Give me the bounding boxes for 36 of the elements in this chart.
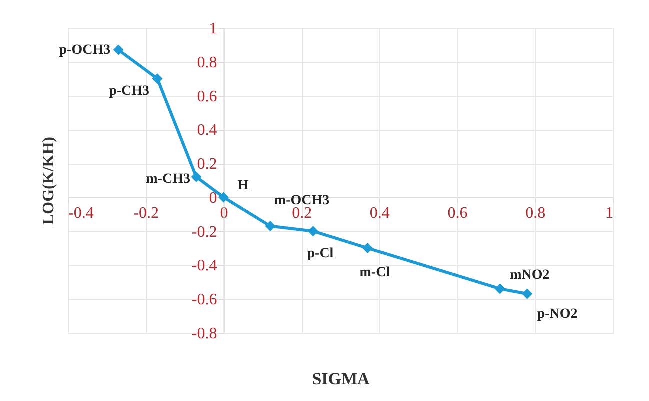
y-tick-label: 0 [209,190,218,207]
x-tick-label: -0.2 [134,204,160,222]
point [218,192,229,203]
annotation: H [238,178,249,194]
y-axis-title: LOG(K/KH) [40,137,58,225]
point [362,243,373,254]
y-tick-label: 0.6 [197,88,218,106]
x-tick-label: 0 [220,204,228,222]
x-tick-label: 0.6 [448,204,468,222]
y-tick-label: -0.2 [192,224,218,241]
point [265,221,276,232]
annotation: p-OCH3 [59,43,111,58]
x-tick-label: 0.8 [526,204,546,222]
point [308,226,318,237]
y-tick-label: -0.8 [192,326,218,342]
x-tick-label: 1 [606,204,614,222]
x-tick-label: 0.4 [370,204,390,222]
point [494,284,506,294]
point [522,288,533,300]
y-tick-label: -0.4 [192,258,218,275]
annotation: m-Cl [360,265,390,280]
x-axis-title: SIGMA [312,370,371,388]
x-tick-label: -0.4 [68,204,94,222]
annotation: mNO2 [510,268,550,283]
y-tick-label: 0.8 [197,54,218,72]
y-tick-label: 1 [209,20,218,38]
point [152,74,163,84]
annotation: p-CH3 [109,84,150,99]
point [191,172,202,182]
y-tick-label: 0.2 [197,156,218,174]
point [113,44,124,56]
annotation: m-CH3 [146,172,190,188]
y-tick-label: -0.6 [192,292,218,309]
annotation: p-Cl [307,246,334,262]
annotation: p-NO2 [537,307,578,322]
y-tick-label: 0.4 [197,122,218,140]
